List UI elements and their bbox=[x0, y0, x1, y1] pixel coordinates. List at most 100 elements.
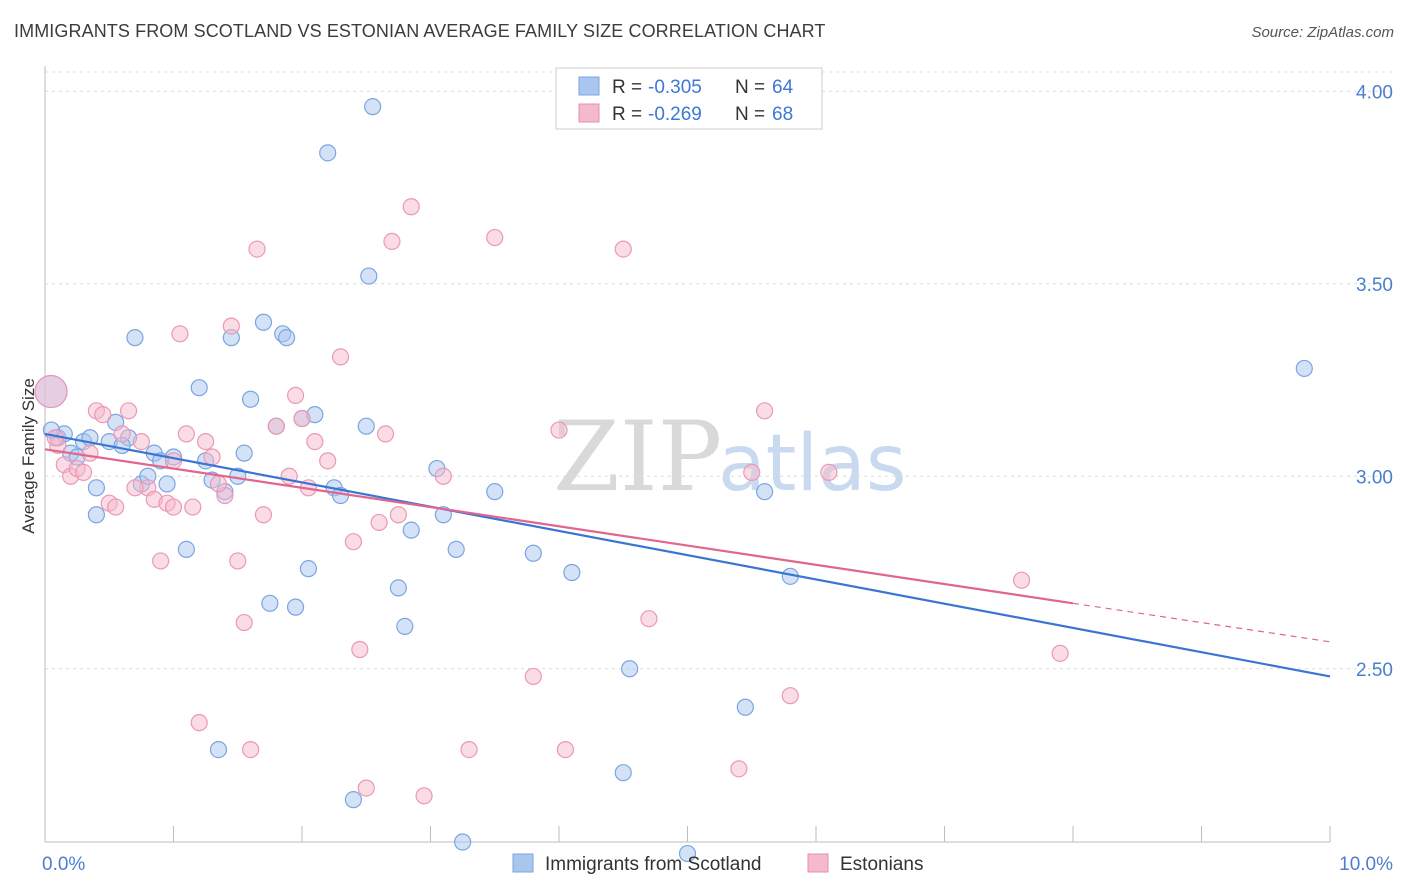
estonian-point bbox=[357, 779, 375, 797]
estonian-point bbox=[222, 317, 240, 335]
scotland-point bbox=[87, 479, 106, 497]
estonian-point bbox=[781, 687, 799, 705]
scotland-point bbox=[158, 475, 176, 493]
estonian-point bbox=[126, 479, 144, 497]
estonian-point bbox=[235, 613, 253, 632]
legend-n-value-2: 68 bbox=[772, 104, 793, 125]
scotland-point bbox=[396, 617, 414, 636]
legend-r-label-2: R = bbox=[612, 104, 642, 125]
scotland-point bbox=[319, 144, 337, 162]
estonian-point bbox=[1012, 571, 1031, 589]
bottom-legend-swatch-pink bbox=[807, 853, 829, 873]
estonian-point bbox=[614, 240, 632, 258]
scotland-point bbox=[209, 740, 228, 759]
estonian-point bbox=[242, 740, 260, 759]
estonian-point bbox=[344, 533, 362, 551]
estonian-point bbox=[286, 386, 305, 404]
bottom-legend-series-1: Immigrants from Scotland bbox=[545, 854, 761, 875]
axes bbox=[44, 66, 1331, 843]
scotland-point bbox=[678, 844, 697, 863]
estonian-point bbox=[486, 228, 504, 247]
estonian-point bbox=[319, 452, 337, 470]
watermark-atlas: atlas bbox=[718, 419, 907, 509]
scotland-point bbox=[486, 483, 504, 501]
scotland-point bbox=[190, 379, 208, 397]
x-tick-labels: 0.0% 10.0% bbox=[42, 854, 1393, 875]
estonian-point bbox=[402, 198, 420, 216]
scotland-point bbox=[360, 267, 378, 285]
estonian-point bbox=[34, 374, 68, 409]
y-tick-label: 4.00 bbox=[1356, 82, 1393, 103]
estonian-point bbox=[267, 417, 285, 435]
estonian-point bbox=[107, 498, 125, 516]
estonian-point bbox=[132, 433, 150, 451]
scotland-point bbox=[126, 329, 144, 347]
scotland-point bbox=[242, 390, 260, 408]
legend-r-value-2: -0.269 bbox=[648, 104, 702, 125]
estonian-point bbox=[376, 425, 395, 443]
estonian-point bbox=[248, 240, 266, 258]
bottom-legend: Immigrants from Scotland Estonians bbox=[512, 853, 923, 875]
estonian-point bbox=[415, 787, 433, 805]
legend-r-label-1: R = bbox=[612, 77, 642, 98]
scotland-point bbox=[254, 313, 273, 331]
bottom-legend-series-2: Estonians bbox=[840, 854, 923, 875]
estonian-point bbox=[306, 433, 324, 451]
legend-swatch-pink bbox=[578, 103, 600, 123]
estonian-point bbox=[203, 448, 221, 466]
scotland-point bbox=[621, 660, 639, 678]
scotland-point bbox=[87, 506, 106, 524]
estonian-point bbox=[293, 409, 311, 428]
scotland-point bbox=[344, 791, 362, 809]
legend-n-value-1: 64 bbox=[772, 77, 794, 98]
estonian-point bbox=[383, 232, 401, 250]
y-tick-label: 2.50 bbox=[1356, 660, 1393, 681]
estonian-point bbox=[229, 552, 247, 570]
estonian-point bbox=[460, 740, 478, 759]
y-tick-label: 3.50 bbox=[1356, 275, 1393, 296]
estonian-point bbox=[524, 667, 542, 686]
legend-swatch-blue bbox=[578, 76, 600, 96]
trend-lines bbox=[44, 432, 1331, 678]
estonian-point bbox=[190, 714, 208, 732]
x-tick-label: 0.0% bbox=[42, 854, 85, 875]
scotland-point bbox=[261, 594, 279, 612]
estonian-point bbox=[351, 640, 369, 659]
legend-box: R = -0.305 N = 64 R = -0.269 N = 68 bbox=[555, 67, 823, 130]
scotland-point bbox=[277, 329, 296, 347]
scotland-point bbox=[1295, 359, 1313, 378]
estonian-point bbox=[434, 467, 452, 485]
estonian-point bbox=[743, 463, 761, 481]
watermark-zip: ZIP bbox=[553, 401, 722, 513]
estonian-point bbox=[331, 348, 350, 366]
estonian-point bbox=[81, 444, 99, 462]
estonian-point bbox=[171, 325, 189, 343]
estonian-point bbox=[550, 421, 568, 439]
estonian-point bbox=[152, 552, 170, 570]
y-tick-label: 3.00 bbox=[1356, 467, 1393, 488]
source-label: Source: ZipAtlas.com bbox=[1251, 24, 1394, 41]
chart-title: IMMIGRANTS FROM SCOTLAND VS ESTONIAN AVE… bbox=[14, 21, 826, 41]
scotland-point bbox=[286, 598, 305, 616]
estonian-point bbox=[556, 740, 575, 759]
estonian-point bbox=[254, 506, 273, 524]
estonian-point bbox=[94, 406, 112, 424]
y-axis-label: Average Family Size bbox=[19, 378, 38, 534]
estonian-point bbox=[820, 463, 838, 481]
scotland-point bbox=[177, 540, 195, 559]
estonian-point bbox=[184, 498, 202, 516]
grid-lines bbox=[45, 71, 1395, 670]
scotland-point bbox=[235, 444, 253, 462]
x-tick-label: 10.0% bbox=[1339, 854, 1393, 875]
estonian-point bbox=[197, 433, 215, 451]
scotland-point bbox=[614, 764, 632, 782]
scotland-point bbox=[755, 483, 774, 501]
estonian-trend-line bbox=[44, 448, 1074, 605]
scotland-point bbox=[299, 560, 318, 578]
estonian-point bbox=[755, 402, 774, 420]
estonian-point bbox=[730, 760, 748, 778]
estonian-point bbox=[164, 498, 183, 516]
scotland-point bbox=[402, 521, 420, 539]
estonian-point bbox=[640, 610, 658, 628]
